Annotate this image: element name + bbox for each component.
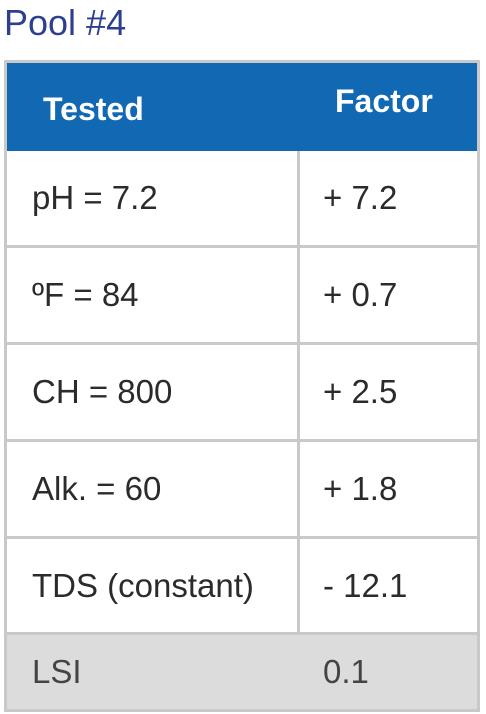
table-row-tds: TDS (constant) - 12.1 <box>7 536 477 632</box>
cell-factor: + 7.2 <box>297 151 477 245</box>
cell-factor: + 0.7 <box>297 248 477 342</box>
cell-factor: + 2.5 <box>297 345 477 439</box>
header-tested: Tested <box>43 91 144 127</box>
lsi-table: Tested Factor pH = 7.2 + 7.2 ºF = 84 + 0… <box>4 60 480 712</box>
cell-tested: ºF = 84 <box>32 276 139 313</box>
table-header: Tested Factor <box>7 63 477 151</box>
table-row-alkalinity: Alk. = 60 + 1.8 <box>7 439 477 536</box>
table-row-calcium-hardness: CH = 800 + 2.5 <box>7 342 477 439</box>
cell-tested: Alk. = 60 <box>32 470 162 507</box>
cell-tested: TDS (constant) <box>32 566 254 604</box>
table-row-ph: pH = 7.2 + 7.2 <box>7 151 477 245</box>
table-row-lsi: LSI 0.1 <box>7 632 477 709</box>
cell-factor: - 12.1 <box>297 539 477 632</box>
cell-tested: CH = 800 <box>32 373 173 410</box>
cell-factor: + 1.8 <box>297 442 477 536</box>
header-factor: Factor <box>335 83 433 119</box>
table-row-temperature: ºF = 84 + 0.7 <box>7 245 477 342</box>
cell-tested: pH = 7.2 <box>32 179 158 216</box>
cell-tested: LSI <box>32 653 82 690</box>
cell-factor: 0.1 <box>323 653 369 690</box>
page-title: Pool #4 <box>4 2 127 43</box>
